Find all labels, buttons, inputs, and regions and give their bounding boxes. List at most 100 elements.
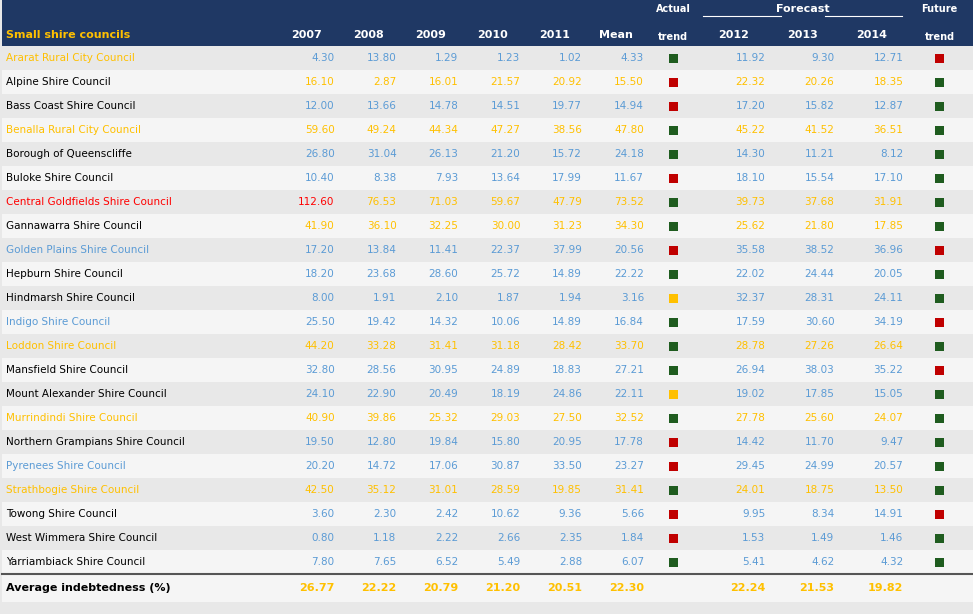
Text: 1.53: 1.53: [742, 533, 766, 543]
Text: 19.50: 19.50: [305, 437, 335, 447]
Text: Average indebtedness (%): Average indebtedness (%): [6, 583, 170, 593]
Text: 2010: 2010: [477, 30, 508, 40]
Text: 2.10: 2.10: [435, 293, 458, 303]
Text: Mansfield Shire Council: Mansfield Shire Council: [6, 365, 128, 375]
Text: 13.66: 13.66: [367, 101, 396, 111]
Text: 32.25: 32.25: [428, 221, 458, 231]
Text: Mean: Mean: [599, 30, 633, 40]
Bar: [935, 125, 944, 134]
Text: 17.20: 17.20: [305, 245, 335, 255]
Text: 1.18: 1.18: [374, 533, 396, 543]
Text: West Wimmera Shire Council: West Wimmera Shire Council: [6, 533, 158, 543]
Text: 29.03: 29.03: [490, 413, 521, 423]
Text: 19.84: 19.84: [428, 437, 458, 447]
Text: 16.84: 16.84: [614, 317, 644, 327]
Text: Ararat Rural City Council: Ararat Rural City Council: [6, 53, 135, 63]
Text: 17.06: 17.06: [428, 461, 458, 471]
Text: Strathbogie Shire Council: Strathbogie Shire Council: [6, 485, 139, 495]
Bar: [935, 558, 944, 567]
Text: 3.16: 3.16: [621, 293, 644, 303]
Text: 32.80: 32.80: [305, 365, 335, 375]
Text: 25.62: 25.62: [736, 221, 766, 231]
Text: 8.12: 8.12: [881, 149, 903, 159]
Text: 26.13: 26.13: [428, 149, 458, 159]
Text: 12.00: 12.00: [305, 101, 335, 111]
Text: 1.84: 1.84: [621, 533, 644, 543]
Text: 19.85: 19.85: [553, 485, 582, 495]
Text: 36.51: 36.51: [874, 125, 903, 135]
Text: 30.95: 30.95: [428, 365, 458, 375]
Text: 28.42: 28.42: [553, 341, 582, 351]
Text: 40.90: 40.90: [305, 413, 335, 423]
Text: Gannawarra Shire Council: Gannawarra Shire Council: [6, 221, 142, 231]
Text: 24.10: 24.10: [305, 389, 335, 399]
Text: 25.50: 25.50: [305, 317, 335, 327]
Text: Actual: Actual: [656, 4, 691, 14]
Text: 26.77: 26.77: [299, 583, 335, 593]
Bar: [2, 478, 973, 502]
Bar: [2, 190, 973, 214]
Bar: [668, 365, 677, 375]
Bar: [2, 286, 973, 310]
Text: Bass Coast Shire Council: Bass Coast Shire Council: [6, 101, 135, 111]
Text: 15.72: 15.72: [553, 149, 582, 159]
Text: 11.21: 11.21: [805, 149, 834, 159]
Text: 16.10: 16.10: [305, 77, 335, 87]
Text: 17.20: 17.20: [736, 101, 766, 111]
Text: 71.03: 71.03: [428, 197, 458, 207]
Text: 10.62: 10.62: [490, 509, 521, 519]
Text: 31.41: 31.41: [614, 485, 644, 495]
Text: 11.67: 11.67: [614, 173, 644, 183]
Text: 35.22: 35.22: [874, 365, 903, 375]
Text: 30.00: 30.00: [490, 221, 521, 231]
Bar: [2, 238, 973, 262]
Text: Golden Plains Shire Council: Golden Plains Shire Council: [6, 245, 149, 255]
Text: Loddon Shire Council: Loddon Shire Council: [6, 341, 116, 351]
Text: 17.10: 17.10: [874, 173, 903, 183]
Bar: [935, 462, 944, 470]
Text: 22.24: 22.24: [730, 583, 766, 593]
Text: 6.52: 6.52: [435, 557, 458, 567]
Text: 7.80: 7.80: [311, 557, 335, 567]
Text: 1.23: 1.23: [497, 53, 521, 63]
Text: 76.53: 76.53: [367, 197, 396, 207]
Text: 35.12: 35.12: [367, 485, 396, 495]
Text: 21.53: 21.53: [800, 583, 834, 593]
Text: 5.49: 5.49: [497, 557, 521, 567]
Text: 20.05: 20.05: [874, 269, 903, 279]
Text: 2.87: 2.87: [374, 77, 396, 87]
Text: 38.56: 38.56: [553, 125, 582, 135]
Text: 1.94: 1.94: [559, 293, 582, 303]
Text: 2007: 2007: [291, 30, 322, 40]
Text: 2012: 2012: [718, 30, 749, 40]
Text: Benalla Rural City Council: Benalla Rural City Council: [6, 125, 141, 135]
Text: 26.64: 26.64: [874, 341, 903, 351]
Text: 2011: 2011: [539, 30, 569, 40]
Text: 31.18: 31.18: [490, 341, 521, 351]
Text: 34.30: 34.30: [614, 221, 644, 231]
Text: 22.37: 22.37: [490, 245, 521, 255]
Text: 7.93: 7.93: [435, 173, 458, 183]
Text: 18.35: 18.35: [874, 77, 903, 87]
Text: 24.07: 24.07: [874, 413, 903, 423]
Text: 9.30: 9.30: [811, 53, 834, 63]
Text: 1.91: 1.91: [374, 293, 396, 303]
Text: 14.89: 14.89: [553, 317, 582, 327]
Text: 2.30: 2.30: [374, 509, 396, 519]
Text: 2.35: 2.35: [559, 533, 582, 543]
Text: 2.22: 2.22: [435, 533, 458, 543]
Bar: [2, 142, 973, 166]
Bar: [935, 486, 944, 494]
Bar: [935, 149, 944, 158]
Bar: [668, 270, 677, 279]
Text: 14.42: 14.42: [736, 437, 766, 447]
Text: 1.02: 1.02: [559, 53, 582, 63]
Text: 19.02: 19.02: [736, 389, 766, 399]
Bar: [935, 101, 944, 111]
Text: 2014: 2014: [856, 30, 887, 40]
Text: 7.65: 7.65: [374, 557, 396, 567]
Text: 17.85: 17.85: [805, 389, 834, 399]
Text: 41.90: 41.90: [305, 221, 335, 231]
Text: 25.72: 25.72: [490, 269, 521, 279]
Text: 35.58: 35.58: [736, 245, 766, 255]
